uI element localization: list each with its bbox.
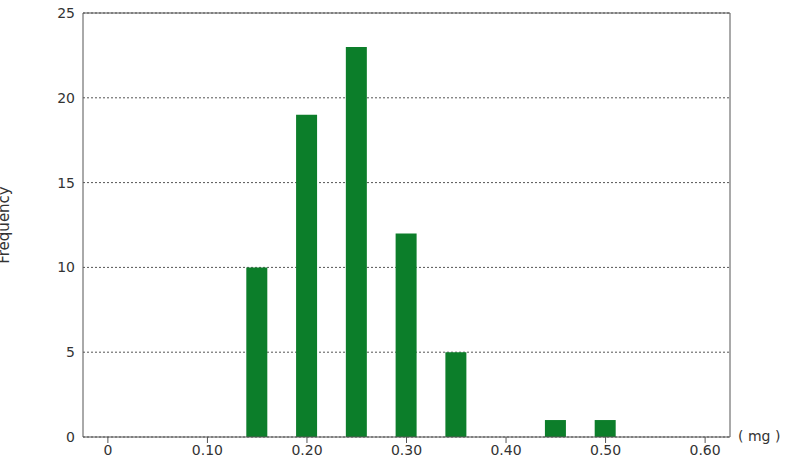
svg-text:0.10: 0.10 [192, 442, 223, 458]
svg-text:15: 15 [57, 175, 75, 191]
svg-text:0: 0 [103, 442, 112, 458]
svg-text:0: 0 [66, 429, 75, 445]
html-text:( mg ): ( mg ) [738, 428, 781, 444]
svg-text:0.40: 0.40 [490, 442, 521, 458]
svg-text:0.60: 0.60 [690, 442, 721, 458]
svg-text:0.50: 0.50 [590, 442, 621, 458]
svg-text:25: 25 [57, 5, 75, 21]
svg-text:5: 5 [66, 344, 75, 360]
svg-text:10: 10 [57, 259, 75, 275]
svg-text:0.20: 0.20 [291, 442, 322, 458]
svg-text:Frequency: Frequency [8, 186, 13, 264]
svg-text:20: 20 [57, 90, 75, 106]
svg-text:0.30: 0.30 [391, 442, 422, 458]
